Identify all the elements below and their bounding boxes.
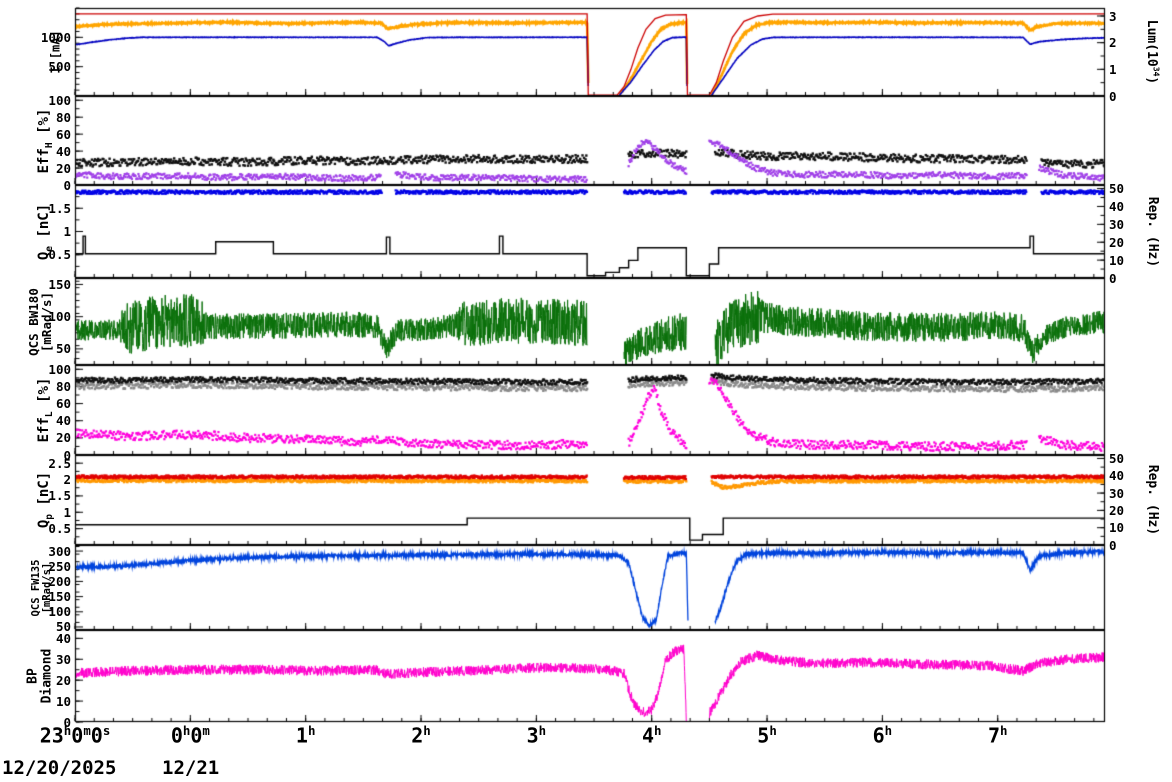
date-label-midnight: 12/21 bbox=[162, 757, 220, 779]
date-label-start: 12/20/2025 bbox=[2, 757, 117, 779]
